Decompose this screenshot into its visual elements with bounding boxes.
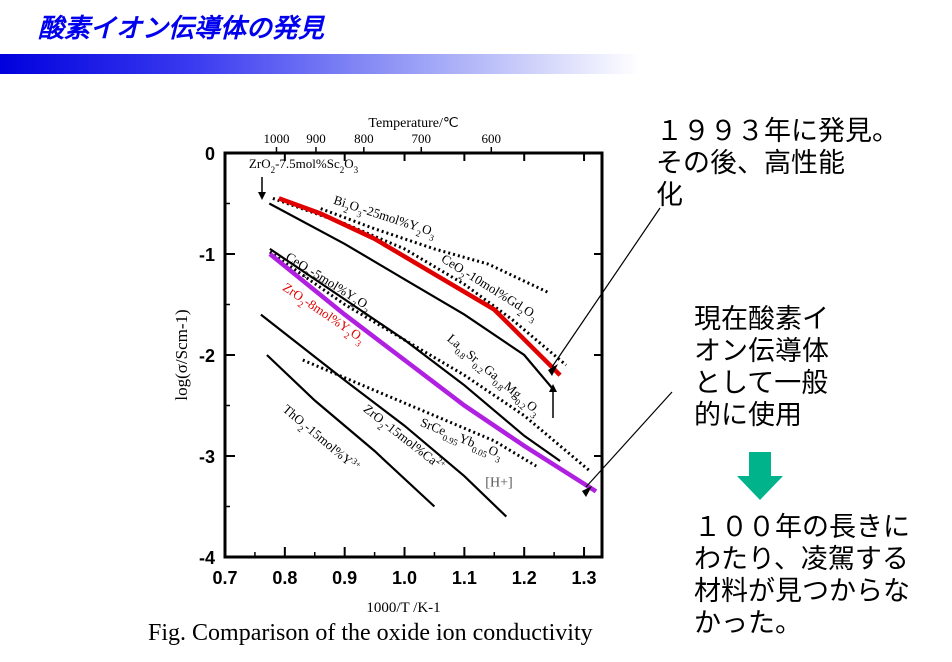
note-discovery: １９９３年に発見。 その後、高性能 化 [656, 116, 899, 211]
series-line [260, 313, 508, 518]
down-arrow-icon [737, 452, 783, 500]
y-tick-label: -1 [199, 245, 215, 265]
series-line [269, 250, 591, 473]
top-tick-label: 1000 [263, 131, 289, 146]
y-tick-label: -3 [199, 447, 215, 467]
top-tick-label: 600 [482, 131, 502, 146]
series-label: Bi2O3-25mol%Y2O3 [331, 192, 439, 243]
lsgm-pointer-arrowhead [549, 384, 557, 392]
plot-frame [223, 151, 604, 559]
x-axis-label: 1000/T /K-1 [366, 600, 440, 616]
y-tick-label: -2 [199, 346, 215, 366]
leader-arrowhead-current [582, 486, 592, 497]
leader-line-current [585, 391, 673, 488]
y-tick-label: -4 [199, 548, 215, 568]
title-gradient-bar [0, 54, 640, 74]
sc-pointer-arrowhead [258, 192, 266, 200]
series-line [268, 252, 598, 494]
series-label: ZrO2-7.5mol%Sc2O3 [249, 156, 359, 175]
x-tick-label: 0.9 [332, 568, 357, 588]
x-tick-label: 0.7 [212, 568, 237, 588]
top-axis-label: Temperature/℃ [368, 116, 458, 131]
series-label: SrCe0.95Yb0.05O3 [417, 415, 506, 465]
y-tick-label: 0 [205, 144, 215, 164]
series-extra-label: [H+] [485, 475, 512, 490]
series-line [320, 207, 549, 294]
x-tick-label: 1.3 [572, 568, 597, 588]
series-line [272, 196, 568, 367]
note-current-use: 現在酸素イ オン伝導体 として一般 的に使用 [694, 304, 829, 431]
top-tick-label: 900 [306, 131, 326, 146]
x-tick-label: 0.8 [272, 568, 297, 588]
figure-caption: Fig. Comparison of the oxide ion conduct… [148, 620, 593, 646]
top-tick-label: 800 [354, 131, 374, 146]
note-hundred-years: １００年の長きに わたり、凌駕する 材料が見つからな かった。 [694, 512, 910, 639]
series-line [266, 354, 436, 508]
series-label: CeO2-10mol%Gd2O3 [437, 251, 542, 326]
x-tick-label: 1.2 [512, 568, 537, 588]
series-label: ThO2-15mol%Y3+ [277, 401, 363, 478]
top-tick-label: 700 [412, 131, 432, 146]
y-axis-label: log(σ/Scm-1) [172, 309, 191, 400]
series-label: ZrO2-15mol%Ca2+ [358, 400, 448, 476]
series-line [268, 202, 555, 392]
x-tick-label: 1.1 [452, 568, 477, 588]
slide-title: 酸素イオン伝導体の発見 [38, 14, 325, 44]
leader-arrowhead-discovery [548, 364, 558, 376]
x-tick-label: 1.0 [392, 568, 417, 588]
series-line [302, 358, 537, 468]
series-line [269, 247, 561, 462]
leader-line-discovery [551, 207, 661, 368]
series-line [278, 196, 562, 377]
